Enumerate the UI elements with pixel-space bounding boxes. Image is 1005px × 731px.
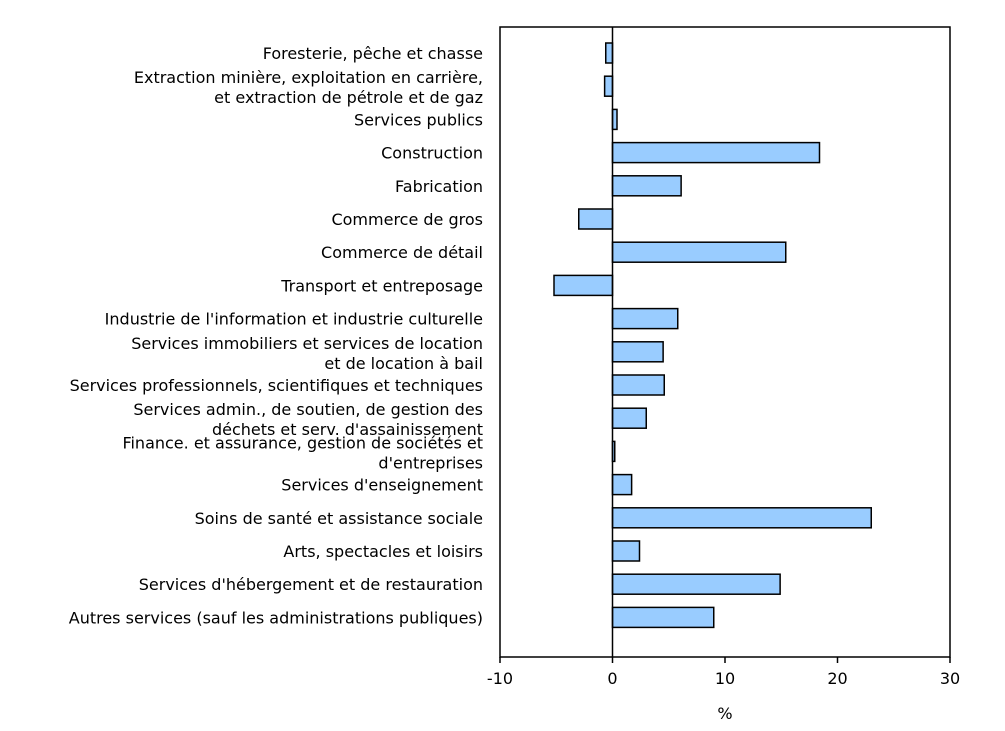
category-label-0: Foresterie, pêche et chasse (263, 44, 483, 63)
bar-16 (611, 573, 781, 595)
x-tick-label-4: 30 (940, 669, 960, 688)
x-tick-label-3: 20 (827, 669, 847, 688)
bar-5 (578, 208, 614, 230)
x-axis-label: % (717, 704, 732, 723)
category-label-3: Construction (381, 144, 483, 163)
x-axis: -10 0 10 20 30 (487, 657, 960, 688)
bar-7 (553, 274, 614, 297)
bar-3 (611, 141, 821, 164)
category-label-11: Services admin., de soutien, de gestion … (133, 400, 483, 439)
category-label-1: Extraction minière, exploitation en carr… (134, 68, 483, 107)
category-label-17: Autres services (sauf les administration… (69, 608, 483, 627)
bar-14 (611, 507, 872, 529)
bar-17 (611, 606, 715, 629)
category-label-14: Soins de santé et assistance sociale (195, 509, 483, 528)
bar-13 (611, 473, 633, 496)
plot-frame (499, 26, 951, 658)
category-label-2: Services publics (354, 110, 483, 129)
category-label-16: Services d'hébergement et de restauratio… (139, 575, 483, 594)
bar-4 (611, 175, 682, 197)
bar-15 (611, 540, 641, 562)
bar-8 (611, 307, 679, 330)
category-label-5: Commerce de gros (331, 210, 483, 229)
bar-1 (603, 75, 614, 97)
bar-0 (605, 42, 614, 64)
category-label-12: Finance. et assurance, gestion de sociét… (122, 433, 483, 472)
x-tick-label-0: -10 (487, 669, 513, 688)
category-label-6: Commerce de détail (321, 243, 483, 262)
category-label-4: Fabrication (395, 177, 483, 196)
category-label-7: Transport et entreposage (280, 276, 483, 295)
bar-9 (611, 341, 664, 363)
bar-11 (611, 407, 647, 429)
x-tick-label-2: 10 (715, 669, 735, 688)
category-label-15: Arts, spectacles et loisirs (283, 542, 483, 561)
bars (553, 42, 872, 629)
category-label-10: Services professionnels, scientifiques e… (70, 376, 483, 395)
bar-10 (611, 374, 665, 396)
category-label-13: Services d'enseignement (281, 476, 483, 495)
category-labels: Foresterie, pêche et chasse Extraction mi… (69, 44, 483, 627)
category-label-9: Services immobiliers et services de loca… (131, 334, 483, 373)
x-tick-label-1: 0 (607, 669, 617, 688)
bar-6 (611, 241, 787, 263)
category-label-8: Industrie de l'information et industrie … (105, 310, 483, 329)
